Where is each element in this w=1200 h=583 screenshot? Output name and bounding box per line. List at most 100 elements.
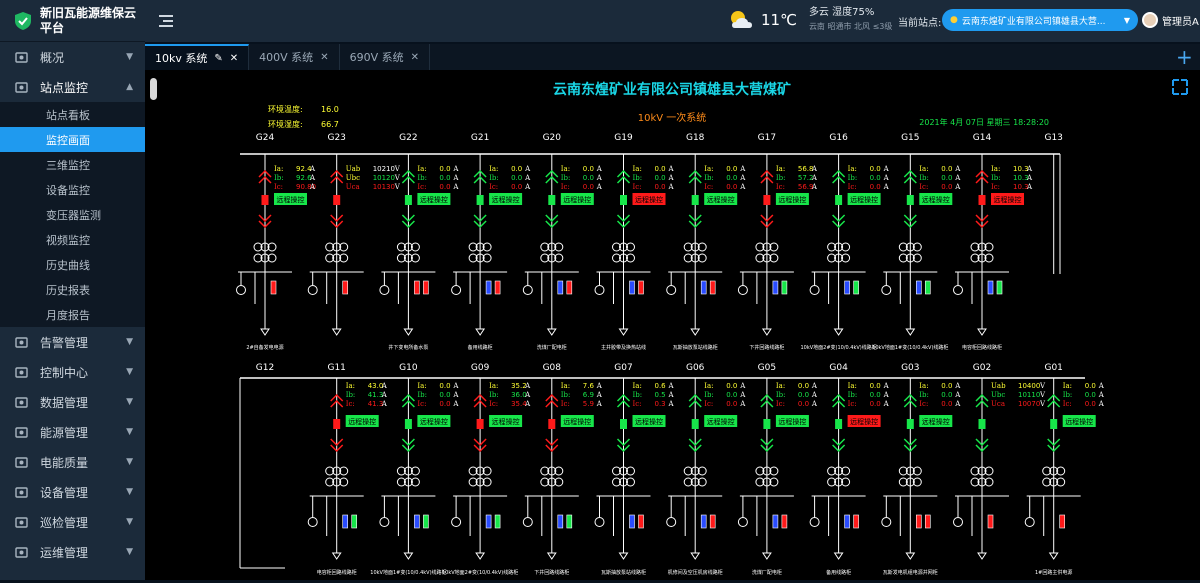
lamp-icon (307, 285, 318, 295)
ct-icon (690, 253, 700, 263)
sidebar-item-power-quality[interactable]: 电能质量 ▼ (0, 447, 145, 477)
submenu-item[interactable]: 设备监控 (46, 183, 90, 197)
ct-icon (482, 466, 492, 476)
sidebar-item-device[interactable]: 设备管理 ▼ (0, 477, 145, 507)
reading-label: Ib: (489, 174, 499, 182)
disconnector-arrow-icon (1047, 393, 1061, 408)
station-selector[interactable]: ● 云南东煌矿业有限公司镇雄县大营... ▼ (942, 9, 1138, 31)
feeder-id: G03 (901, 363, 919, 373)
reading-label: Ic: (848, 183, 857, 191)
remote-control-label[interactable]: 远程操控 (420, 195, 448, 204)
reading-label: Ia: (561, 165, 570, 173)
remote-control-label[interactable]: 远程操控 (635, 195, 663, 204)
menu-toggle-icon[interactable] (159, 15, 173, 27)
tab-1[interactable]: 400V 系统 ✕ (249, 44, 340, 70)
reading-label: Ic: (991, 183, 1000, 191)
ct-icon (619, 253, 628, 263)
ct-icon (332, 477, 342, 487)
submenu-item[interactable]: 站点看板 (46, 108, 90, 122)
close-icon[interactable]: ✕ (320, 51, 329, 63)
ct-icon (697, 242, 707, 252)
switch-status (557, 280, 564, 295)
reading-label: Ic: (633, 183, 642, 191)
lamp-icon (881, 285, 892, 295)
breaker-status (978, 419, 986, 429)
feeder-name: 洗煤厂配电柜 (752, 569, 782, 576)
remote-control-label[interactable]: 远程操控 (922, 417, 950, 426)
ground-icon (833, 328, 844, 336)
tab-0[interactable]: 10kv 系统 ✎ ✕ (145, 44, 250, 70)
remote-control-label[interactable]: 远程操控 (850, 417, 878, 426)
remote-control-label[interactable]: 远程操控 (922, 195, 950, 204)
submenu-item[interactable]: 变压器监测 (46, 208, 101, 222)
sidebar-item-dashboard[interactable]: 站点监控 ▲ (0, 72, 145, 102)
sidebar-item-energy[interactable]: 能源管理 ▼ (0, 417, 145, 447)
remote-control-label[interactable]: 远程操控 (850, 195, 878, 204)
sidebar-item-data[interactable]: 数据管理 ▼ (0, 387, 145, 417)
edit-icon[interactable]: ✎ (214, 52, 223, 64)
unit: A (524, 165, 531, 173)
submenu-item[interactable]: 历史曲线 (46, 258, 90, 272)
submenu-item[interactable]: 历史报表 (46, 283, 90, 297)
reading-ia: 0.0 (439, 165, 450, 173)
scrollbar-thumb[interactable] (150, 78, 157, 100)
remote-control-label[interactable]: 远程操控 (492, 195, 520, 204)
add-tab-button[interactable]: + (1176, 45, 1193, 69)
remote-control-label[interactable]: 远程操控 (1065, 417, 1093, 426)
remote-control-label[interactable]: 远程操控 (563, 417, 591, 426)
user-name: 管理员A (1162, 16, 1199, 28)
switch-status (853, 280, 859, 295)
remote-control-label[interactable]: 远程操控 (778, 195, 806, 204)
reading-ib: 0.0 (1085, 391, 1096, 399)
switch-status (351, 514, 357, 529)
lamp-icon (1024, 517, 1035, 527)
breaker-status (691, 419, 699, 429)
partly-cloudy-icon (731, 11, 752, 28)
reading-ic: 0.0 (439, 400, 450, 408)
submenu-item[interactable]: 视频监控 (46, 233, 90, 247)
unit: A (811, 382, 818, 390)
reading-label: Ic: (489, 183, 498, 191)
sidebar-item-alarm[interactable]: 告警管理 ▼ (0, 327, 145, 357)
ct-icon (468, 253, 478, 263)
switch-status (1059, 514, 1066, 529)
lamp-icon (379, 285, 390, 295)
lamp-icon (594, 517, 605, 527)
unit: A (381, 400, 388, 408)
remote-control-button (991, 193, 1024, 205)
close-icon[interactable]: ✕ (410, 51, 419, 63)
remote-control-label[interactable]: 远程操控 (778, 417, 806, 426)
sidebar-item-control[interactable]: 控制中心 ▼ (0, 357, 145, 387)
remote-control-label[interactable]: 远程操控 (420, 417, 448, 426)
remote-control-label[interactable]: 远程操控 (492, 417, 520, 426)
disconnector-arrow-icon (760, 393, 774, 408)
remote-control-label[interactable]: 远程操控 (994, 195, 1022, 204)
close-icon[interactable]: ✕ (229, 52, 239, 64)
feeder-id: G14 (973, 133, 992, 143)
submenu-item[interactable]: 监控画面 (0, 127, 145, 152)
user-menu[interactable]: 管理员A (1142, 12, 1199, 28)
remote-control-label[interactable]: 远程操控 (348, 417, 376, 426)
remote-control-button (274, 193, 307, 205)
sidebar-item-label: 概况 (40, 50, 65, 65)
ct-icon (690, 477, 700, 487)
remote-control-label[interactable]: 远程操控 (707, 417, 735, 426)
reading-label: Ic: (919, 400, 928, 408)
reading-ic: 0.0 (941, 183, 952, 191)
remote-control-label[interactable]: 远程操控 (635, 417, 663, 426)
tab-2[interactable]: 690V 系统 ✕ (340, 44, 430, 70)
submenu-item[interactable]: 三维监控 (46, 158, 90, 172)
sidebar-item-image[interactable]: 概况 ▼ (0, 42, 145, 72)
remote-control-label[interactable]: 远程操控 (277, 195, 305, 204)
switch-status (781, 280, 788, 295)
ct-icon (970, 253, 980, 263)
sidebar-item-inspection[interactable]: 巡检管理 ▼ (0, 507, 145, 537)
ct-icon (984, 242, 994, 252)
alarm-icon (14, 335, 28, 349)
remote-control-label[interactable]: 远程操控 (563, 195, 591, 204)
submenu-item[interactable]: 月度报告 (46, 308, 90, 322)
breaker-status (835, 195, 843, 205)
remote-control-label[interactable]: 远程操控 (707, 195, 735, 204)
weather-location: 云南 昭通市 北风 ≤3级 (808, 22, 893, 31)
sidebar-item-maintenance[interactable]: 运维管理 ▼ (0, 537, 145, 567)
